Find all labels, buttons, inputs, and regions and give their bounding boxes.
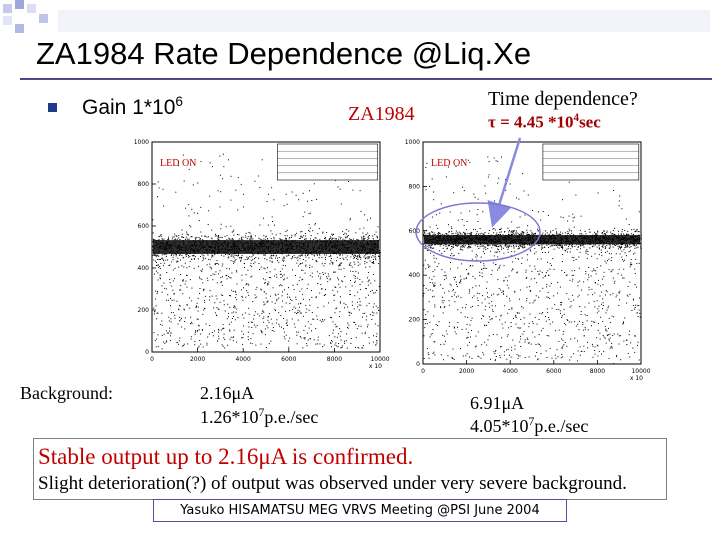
x-exponent-label: x 10 bbox=[630, 375, 643, 382]
corner-decoration bbox=[3, 0, 710, 33]
x-tick-label: 0 bbox=[421, 368, 425, 375]
gain-label: Gain 1*106 bbox=[82, 94, 183, 119]
y-tick-label: 1000 bbox=[134, 139, 149, 146]
right-scatter-plot: 0 2000 4000 6000 8000 10000 0 200 400 600 800 1000 x… bbox=[405, 139, 651, 382]
x-tick-label: 4000 bbox=[503, 368, 518, 375]
dense-band bbox=[424, 235, 640, 245]
left-scatter-plot: 0 2000 4000 6000 8000 10000 0 200 400 600 800 1000 x… bbox=[134, 139, 390, 370]
y-tick-label: 400 bbox=[409, 272, 421, 279]
y-tick-label: 400 bbox=[138, 265, 150, 272]
y-tick-label: 0 bbox=[145, 349, 149, 356]
y-tick-label: 0 bbox=[416, 361, 420, 368]
stable-output-text: Stable output up to 2.16μA is confirmed. bbox=[38, 444, 414, 469]
x-exponent-label: x 10 bbox=[369, 363, 382, 370]
y-tick-label: 1000 bbox=[405, 139, 420, 146]
x-tick-label: 10000 bbox=[631, 368, 650, 375]
right-current: 6.91μA bbox=[470, 393, 525, 413]
y-tick-label: 800 bbox=[409, 183, 421, 190]
stats-box bbox=[277, 143, 379, 181]
led-on-annotation: LED ON bbox=[431, 158, 467, 169]
y-tick-label: 800 bbox=[138, 181, 150, 188]
x-tick-label: 8000 bbox=[327, 356, 342, 363]
x-tick-label: 6000 bbox=[281, 356, 296, 363]
x-tick-label: 6000 bbox=[546, 368, 561, 375]
bullet-square-icon bbox=[48, 103, 57, 112]
time-dependence-question: Time dependence? bbox=[488, 88, 638, 110]
x-tick-label: 2000 bbox=[190, 356, 205, 363]
y-tick-label: 600 bbox=[409, 228, 421, 235]
za1984-label: ZA1984 bbox=[348, 103, 415, 125]
y-tick-label: 200 bbox=[409, 317, 421, 324]
x-tick-label: 4000 bbox=[236, 356, 251, 363]
right-rate: 4.05*107p.e./sec bbox=[470, 415, 589, 436]
y-tick-label: 600 bbox=[138, 223, 150, 230]
tau-value: τ = 4.45 *104sec bbox=[488, 112, 601, 132]
stats-box bbox=[542, 143, 640, 181]
x-tick-label: 8000 bbox=[590, 368, 605, 375]
left-rate: 1.26*107p.e./sec bbox=[200, 406, 319, 427]
background-label: Background: bbox=[20, 383, 113, 403]
left-current: 2.16μA bbox=[200, 383, 255, 403]
x-tick-label: 2000 bbox=[459, 368, 474, 375]
slide-title: ZA1984 Rate Dependence @Liq.Xe bbox=[36, 36, 532, 71]
x-tick-label: 10000 bbox=[370, 356, 389, 363]
y-tick-label: 200 bbox=[138, 307, 150, 314]
deterioration-text: Slight deterioration(?) of output was ob… bbox=[38, 473, 627, 494]
dense-band bbox=[153, 240, 379, 254]
x-tick-label: 0 bbox=[150, 356, 154, 363]
led-on-annotation: LED ON bbox=[160, 158, 196, 169]
footer-credit: Yasuko HISAMATSU MEG VRVS Meeting @PSI J… bbox=[153, 499, 567, 522]
title-rule bbox=[20, 78, 712, 80]
annotation-ellipse bbox=[415, 202, 541, 262]
